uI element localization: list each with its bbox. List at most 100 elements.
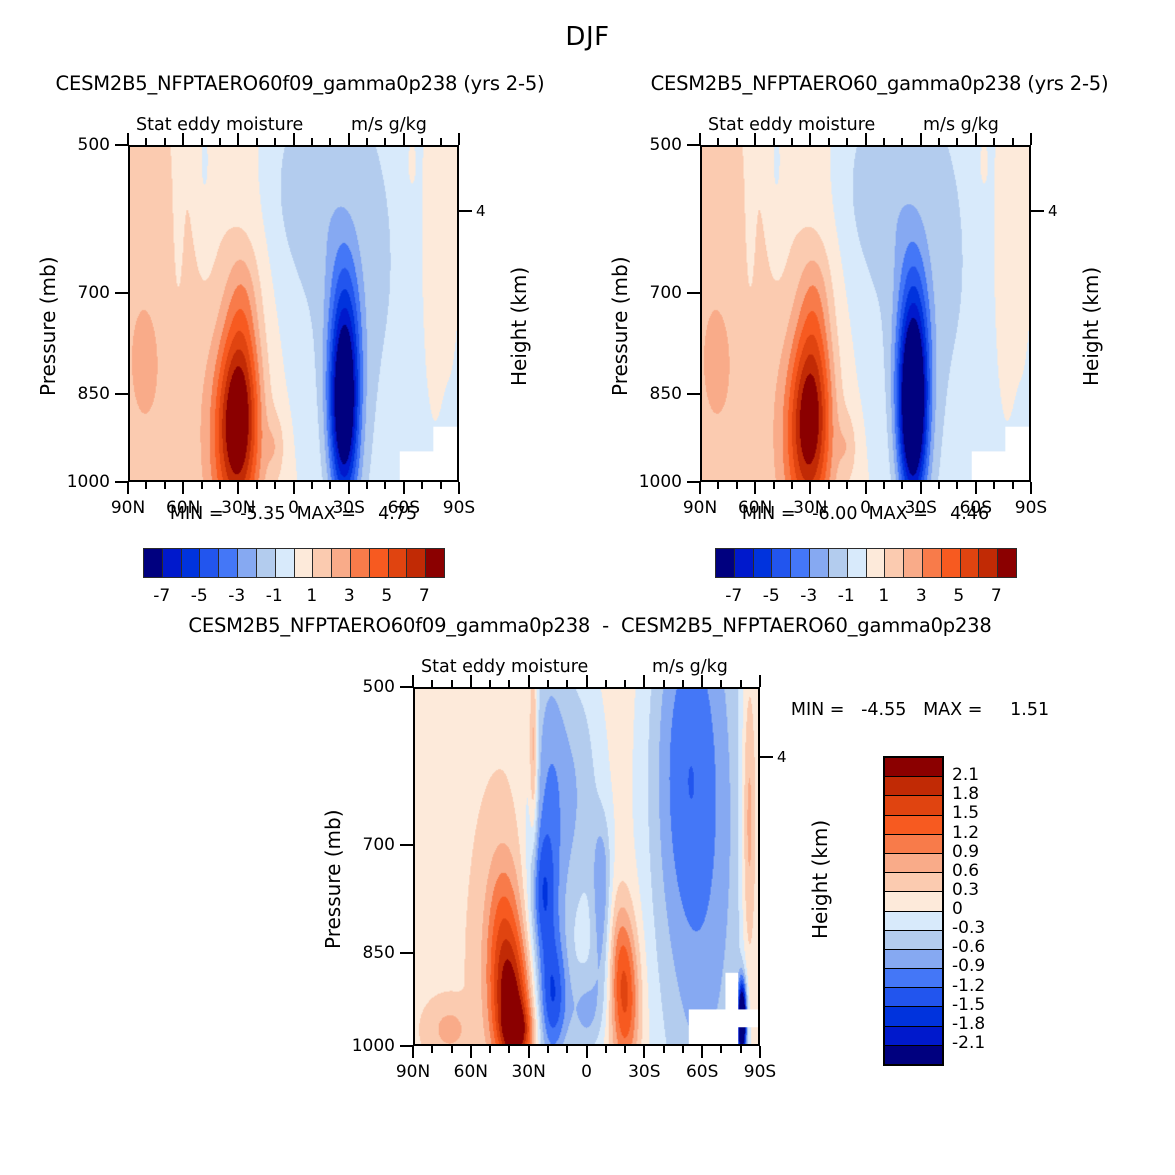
diff-colorbar-cell — [885, 1007, 942, 1027]
right-xtick-minor — [790, 482, 793, 489]
right-xtick-top — [882, 138, 885, 145]
right-ytick-label: 850 — [649, 384, 682, 405]
right-ytick — [687, 292, 700, 295]
diff-xtick-top — [701, 675, 704, 687]
left-xtick-major — [127, 482, 129, 494]
left-xtick-minor — [145, 482, 148, 489]
diff-xtick-minor — [450, 1046, 453, 1053]
right-colorbar-cell — [828, 549, 848, 577]
diff-xtick-top — [585, 675, 588, 687]
left-xtick-minor — [366, 482, 369, 489]
right-colorbar-cell — [960, 549, 980, 577]
left-colorbar-cell — [313, 549, 333, 577]
left-xtick-top — [384, 138, 387, 145]
right-ytick — [687, 481, 700, 483]
diff-xtick-minor — [546, 1046, 549, 1053]
left-xtick-label: 30N — [221, 498, 256, 518]
right-colorbar-cell — [791, 549, 811, 577]
diff-field-label: Stat eddy moisture — [421, 657, 589, 677]
right-xtick-top — [846, 138, 849, 145]
diff-colorbar-cell — [885, 758, 942, 778]
left-xtick-top — [200, 138, 203, 145]
left-y2tick-label: 4 — [476, 201, 486, 220]
right-colorbar — [715, 548, 1017, 578]
right-y2tick — [1031, 209, 1044, 212]
diff-xtick-top — [431, 680, 434, 687]
left-xtick-top — [347, 133, 350, 145]
left-xtick-top — [237, 133, 240, 145]
right-xtick-top — [919, 133, 922, 145]
diff-colorbar-label: -2.1 — [952, 1032, 986, 1053]
left-xtick-label: 0 — [288, 498, 299, 518]
diff-xtick-top — [604, 680, 607, 687]
diff-colorbar-cell — [885, 892, 942, 912]
left-ytick-label: 700 — [77, 283, 110, 304]
right-xtick-top — [717, 138, 720, 145]
diff-colorbar-cell — [885, 1045, 942, 1064]
right-xtick-label: 90S — [1014, 498, 1048, 518]
right-xtick-top — [1030, 133, 1032, 145]
right-units-label: m/s g/kg — [923, 115, 999, 135]
diff-xtick-minor — [489, 1046, 492, 1053]
right-xtick-major — [699, 482, 701, 494]
left-colorbar-label: -3 — [228, 586, 246, 606]
diff-xtick-top — [624, 680, 627, 687]
left-xtick-minor — [274, 482, 277, 489]
diff-colorbar-cell — [885, 930, 942, 950]
diff-colorbar-label: 1.5 — [952, 803, 980, 824]
diff-xtick-top — [508, 680, 511, 687]
right-xtick-major — [754, 482, 757, 494]
left-colorbar-cell — [388, 549, 408, 577]
right-xtick-top — [827, 138, 830, 145]
right-xtick-top — [699, 133, 701, 145]
diff-ytick — [400, 951, 413, 954]
diff-xtick-top — [759, 675, 761, 687]
right-xtick-top — [735, 138, 738, 145]
right-xtick-minor — [772, 482, 775, 489]
left-xtick-minor — [329, 482, 332, 489]
diff-colorbar-label: -1.2 — [952, 975, 986, 996]
left-units-label: m/s g/kg — [351, 115, 427, 135]
right-xtick-top — [864, 133, 867, 145]
diff-xtick-minor — [508, 1046, 511, 1053]
diff-colorbar-label: -0.3 — [952, 918, 986, 939]
diff-colorbar-cell — [885, 1026, 942, 1046]
diff-colorbar-cell — [885, 873, 942, 893]
diff-xtick-minor — [720, 1046, 723, 1053]
diff-ytick-label: 700 — [362, 834, 395, 855]
right-xtick-label: 0 — [860, 498, 871, 518]
diff-ytick-label: 850 — [362, 942, 395, 963]
right-colorbar-label: 5 — [953, 586, 965, 606]
left-xtick-top — [366, 138, 369, 145]
left-colorbar-cell — [219, 549, 239, 577]
diff-y2tick-label: 4 — [777, 748, 787, 766]
left-ytick — [115, 393, 128, 396]
right-colorbar-label: -7 — [725, 586, 743, 606]
right-xtick-top — [754, 133, 757, 145]
diff-xtick-minor — [431, 1046, 434, 1053]
right-xtick-top — [809, 133, 812, 145]
left-y2-axis-title: Height (km) — [507, 266, 531, 386]
left-xtick-top — [421, 138, 424, 145]
right-ytick-label: 1000 — [638, 472, 682, 492]
left-xtick-minor — [163, 482, 166, 489]
left-y2tick — [459, 209, 472, 212]
left-xtick-minor — [421, 482, 424, 489]
right-xtick-label: 60S — [959, 498, 993, 518]
diff-xtick-major — [759, 1046, 761, 1058]
right-colorbar-cell — [772, 549, 792, 577]
diff-xtick-top — [720, 680, 723, 687]
left-xtick-minor — [200, 482, 203, 489]
diff-xtick-label: 90N — [395, 1062, 431, 1082]
left-colorbar-cell — [200, 549, 220, 577]
left-colorbar-cell — [144, 549, 163, 577]
left-xtick-minor — [384, 482, 387, 489]
right-colorbar-cell — [922, 549, 942, 577]
right-xtick-top — [772, 138, 775, 145]
right-colorbar-cell — [979, 549, 999, 577]
diff-colorbar-cell — [885, 988, 942, 1008]
right-xtick-minor — [846, 482, 849, 489]
left-xtick-top — [274, 138, 277, 145]
diff-colorbar-cell — [885, 969, 942, 989]
right-xtick-major — [809, 482, 812, 494]
